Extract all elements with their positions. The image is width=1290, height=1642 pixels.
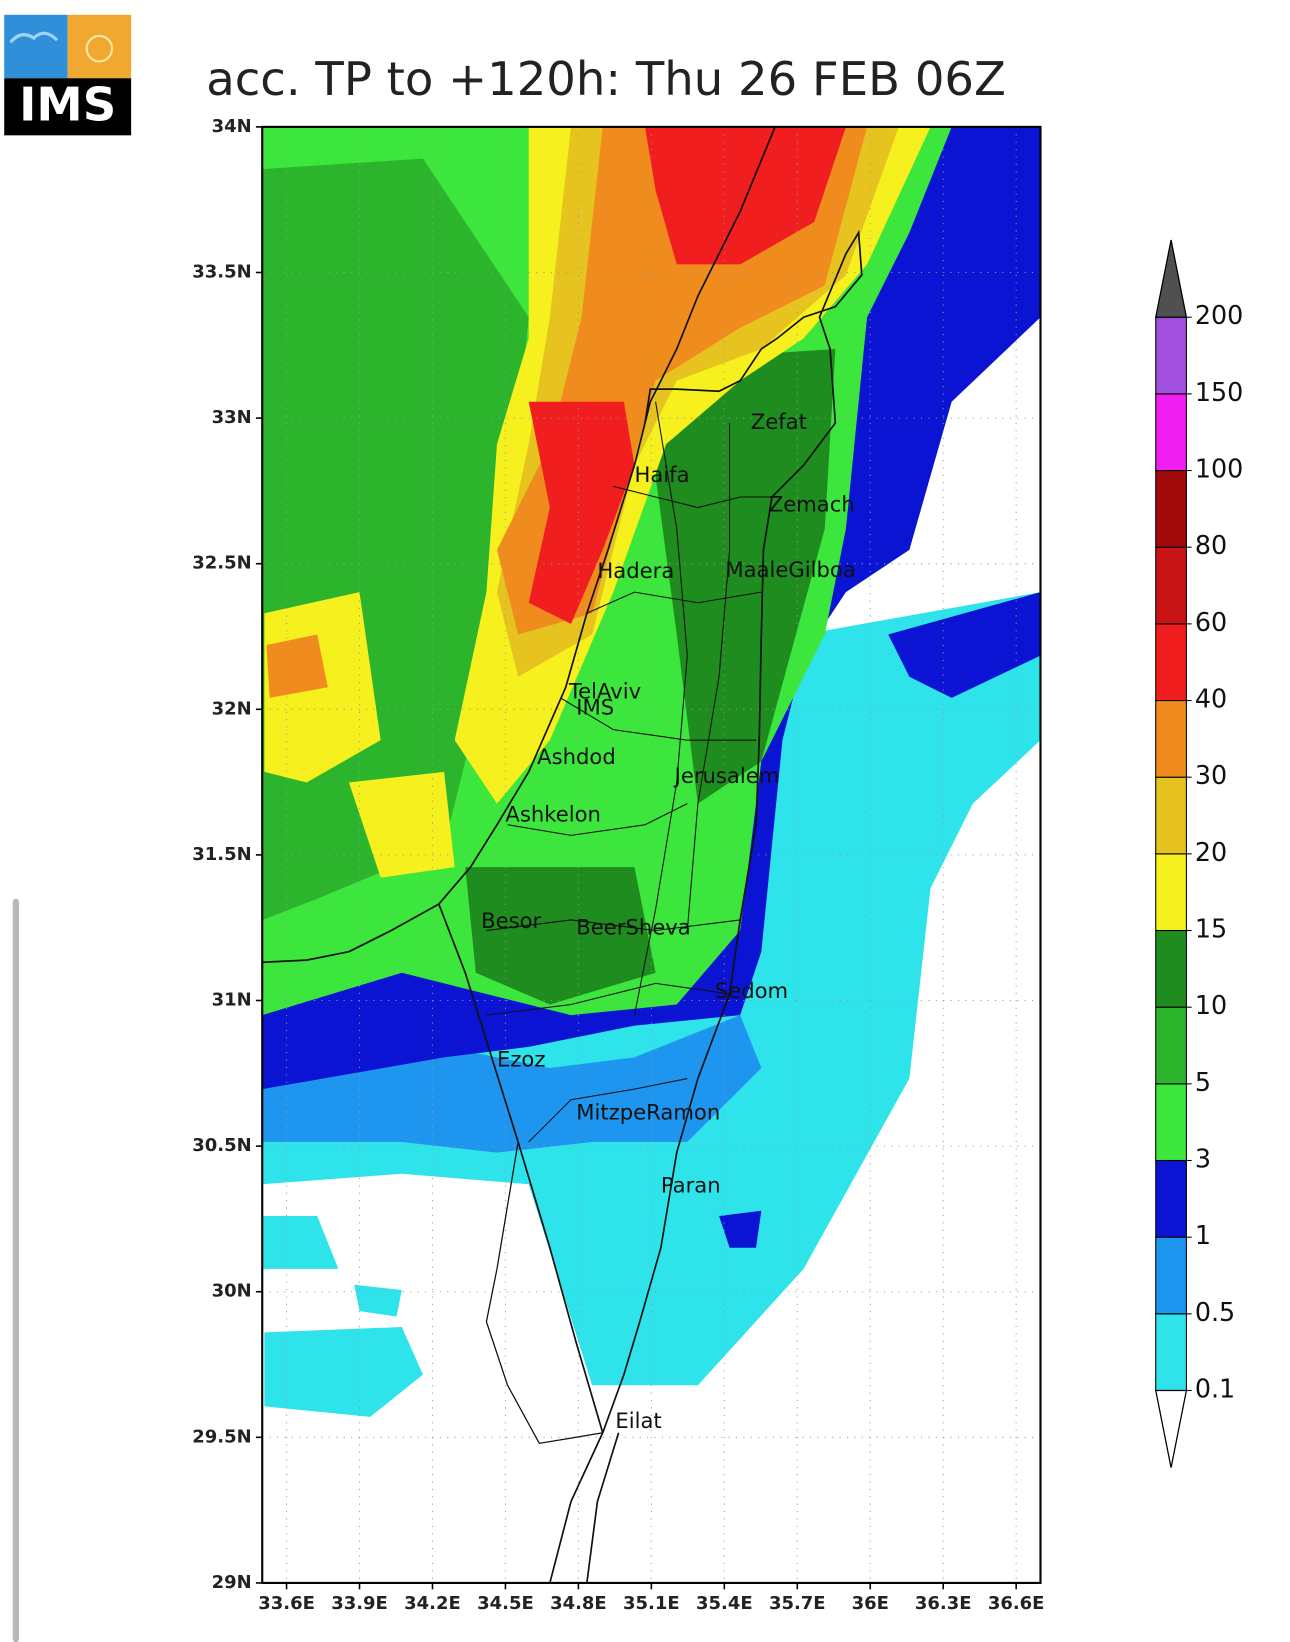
city-label: Zefat [751, 409, 807, 434]
colorbar-segment [1155, 1313, 1187, 1392]
logo: IMS [4, 14, 132, 136]
city-label: Besor [481, 908, 541, 933]
colorbar-label: 100 [1195, 454, 1243, 484]
x-tick-label: 33.6E [258, 1593, 315, 1614]
y-tick-label: 29.5N [192, 1426, 251, 1447]
colorbar-label: 1 [1195, 1220, 1211, 1250]
y-tick-label: 33N [212, 407, 252, 428]
city-label: Ashkelon [505, 801, 601, 826]
x-tick-label: 34.5E [477, 1593, 534, 1614]
x-tick-label: 35.7E [769, 1593, 826, 1614]
city-label: TelAviv [568, 679, 641, 704]
precip-field [262, 126, 1041, 1583]
city-label: Ezoz [497, 1047, 545, 1072]
y-tick-label: 33.5N [192, 261, 251, 282]
y-tick-label: 32.5N [192, 553, 251, 574]
colorbar-segment [1155, 546, 1187, 625]
city-label: Zemach [769, 491, 855, 516]
colorbar-under [1154, 1389, 1188, 1468]
scrollbar [12, 898, 20, 1642]
colorbar-label: 150 [1195, 377, 1243, 407]
y-tick-label: 32N [212, 698, 252, 719]
city-labels: Zefat Haifa Zemach Hadera MaaleGilboa TelAviv… [481, 409, 856, 1433]
y-tick-label: 31.5N [192, 844, 251, 865]
colorbar-segment [1155, 623, 1187, 702]
colorbar-label: 20 [1195, 837, 1227, 867]
city-label: Haifa [634, 462, 689, 487]
colorbar-segment [1155, 1006, 1187, 1085]
colorbar-label: 0.1 [1195, 1373, 1235, 1403]
colorbar: 0.1 0.5 1 3 5 10 15 20 30 40 60 80 100 150 200 [1154, 239, 1243, 1468]
y-tick-label: 31N [212, 990, 252, 1011]
x-tick-label: 35.1E [623, 1593, 680, 1614]
axes: 33.6E 33.9E 34.2E 34.5E 34.8E 35.1E 35.4E 35.7E… [192, 116, 1044, 1614]
colorbar-label: 0.5 [1195, 1297, 1235, 1327]
x-tick-label: 33.9E [331, 1593, 388, 1614]
city-label: Paran [661, 1172, 721, 1197]
y-tick-label: 30.5N [192, 1135, 251, 1156]
x-tick-label: 36.3E [915, 1593, 972, 1614]
map-title: acc. TP to +120h: Thu 26 FEB 06Z [206, 52, 1006, 106]
colorbar-segment [1155, 1159, 1187, 1238]
colorbar-label: 30 [1195, 760, 1227, 790]
colorbar-segment [1155, 853, 1187, 932]
y-tick-label: 34N [212, 116, 252, 137]
logo-text: IMS [19, 77, 116, 131]
colorbar-segment [1155, 776, 1187, 855]
x-tick-label: 35.4E [696, 1593, 753, 1614]
city-label: Hadera [597, 558, 674, 583]
colorbar-segment [1155, 1083, 1187, 1162]
colorbar-label: 3 [1195, 1143, 1211, 1173]
colorbar-over [1154, 239, 1188, 318]
city-label: Jerusalem [673, 763, 780, 788]
colorbar-segment [1155, 699, 1187, 778]
x-tick-label: 34.8E [550, 1593, 607, 1614]
colorbar-segment [1155, 316, 1187, 395]
borders [262, 126, 863, 1584]
colorbar-label: 5 [1195, 1067, 1211, 1097]
colorbar-label: 80 [1195, 530, 1227, 560]
y-tick-label: 29N [212, 1572, 252, 1593]
x-tick-label: 34.2E [404, 1593, 461, 1614]
city-label: MaaleGilboa [725, 557, 855, 582]
x-tick-label: 36E [852, 1593, 889, 1614]
x-tick-label: 36.6E [988, 1593, 1045, 1614]
city-label: Eilat [615, 1408, 661, 1433]
colorbar-label: 40 [1195, 684, 1227, 714]
colorbar-segment [1155, 470, 1187, 548]
city-label: BeerSheva [576, 914, 690, 939]
city-label: IMS [576, 694, 614, 719]
y-tick-label: 30N [212, 1281, 252, 1302]
city-label: Ashdod [537, 744, 616, 769]
city-label: MitzpeRamon [576, 1099, 720, 1124]
content: IMS acc. TP to +120h: Thu 26 FEB 06Z [4, 14, 1243, 1642]
colorbar-label: 200 [1195, 300, 1243, 330]
colorbar-segment [1155, 1236, 1187, 1315]
city-label: Sedom [715, 978, 788, 1003]
colorbar-segment [1155, 929, 1187, 1008]
colorbar-label: 10 [1195, 990, 1227, 1020]
colorbar-segment [1155, 393, 1187, 472]
colorbar-label: 60 [1195, 607, 1227, 637]
colorbar-label: 15 [1195, 914, 1227, 944]
